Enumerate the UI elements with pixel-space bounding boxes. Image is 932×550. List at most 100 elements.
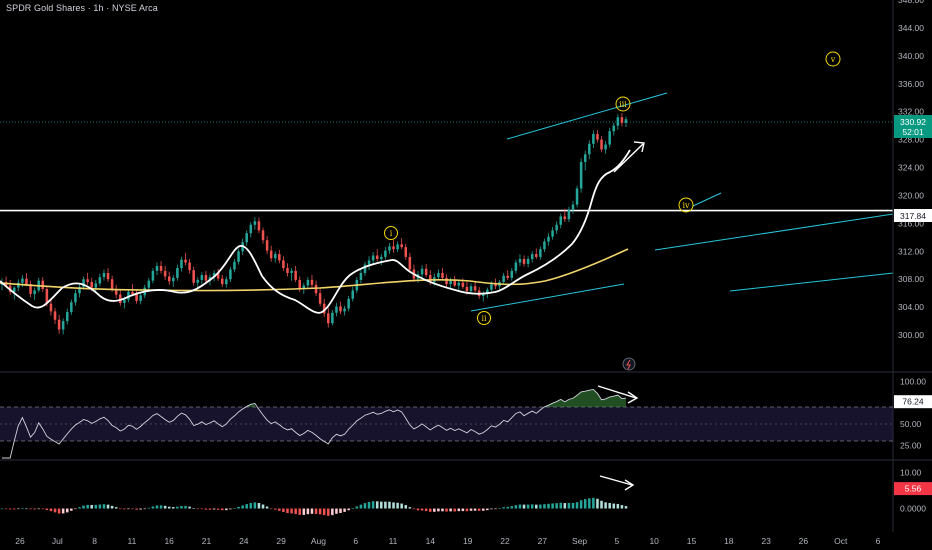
candle (216, 268, 220, 281)
histogram-bar (21, 508, 24, 510)
candle (335, 302, 338, 317)
histogram-bar (347, 508, 350, 511)
histogram-bar (371, 501, 375, 509)
histogram-bar (608, 503, 611, 509)
candle (53, 307, 57, 324)
histogram-bar (359, 504, 363, 509)
histogram-bar (265, 506, 269, 509)
candle (233, 259, 236, 273)
candle (245, 230, 248, 246)
candle (543, 238, 546, 253)
time-tick-label: 27 (538, 536, 548, 546)
candle (559, 213, 563, 229)
candle (41, 277, 45, 292)
histogram-bar (604, 502, 607, 509)
histogram-bar (624, 506, 628, 509)
candle (620, 113, 624, 127)
time-tick-label: 5 (615, 536, 620, 546)
histogram-bar (273, 508, 277, 510)
histogram-bar (331, 508, 334, 516)
candle (286, 263, 289, 277)
histogram-bar (0, 508, 4, 510)
histogram-bar (278, 508, 281, 511)
histogram-bar (25, 508, 28, 510)
histogram-bar (241, 505, 244, 509)
candle (249, 222, 253, 238)
histogram-bar (37, 508, 40, 510)
candle (327, 307, 330, 328)
histogram-bar (216, 508, 220, 510)
histogram-bar (477, 508, 481, 511)
candle (469, 283, 473, 294)
price-tick-label: 328.00 (898, 135, 924, 145)
trend-arrow-price (613, 141, 645, 173)
histogram-bar (229, 508, 232, 510)
histogram-bar (294, 508, 297, 515)
candle (424, 263, 428, 278)
candle (74, 289, 77, 306)
time-tick-label: 22 (500, 536, 510, 546)
slow-moving-average-line (0, 248, 629, 292)
histogram-bar (131, 508, 134, 510)
histogram-bar (249, 502, 253, 509)
trendlines[interactable] (470, 92, 894, 312)
candle (282, 256, 285, 271)
histogram-bar (322, 508, 326, 516)
histogram-bar (490, 508, 493, 510)
histogram-bar (441, 508, 444, 512)
oscillator-overbought-fill (246, 389, 626, 407)
candle (57, 314, 61, 334)
histogram-bar (392, 502, 395, 509)
histogram-bar (486, 508, 489, 511)
candle (551, 226, 554, 240)
histogram-bar (449, 508, 452, 512)
oscillator-tick-label: 100.00 (900, 377, 926, 387)
candle (188, 259, 191, 274)
candle (25, 272, 28, 287)
histogram-bar (494, 508, 497, 510)
candle (159, 261, 163, 274)
candle (318, 289, 322, 307)
histogram-bar (465, 508, 469, 512)
svg-text:v: v (830, 55, 836, 64)
histogram-bar (473, 508, 477, 511)
histogram-bar (155, 505, 159, 509)
histogram-bar (212, 508, 216, 510)
lightning-event-icon[interactable] (622, 357, 636, 371)
candle (380, 254, 383, 266)
candle (29, 280, 32, 298)
histogram-bar (298, 508, 301, 515)
svg-text:iv: iv (682, 201, 690, 210)
candle (453, 275, 456, 287)
histogram-bar (412, 508, 416, 510)
histogram-bar (445, 508, 448, 512)
histogram-bar (437, 508, 440, 512)
histogram-bar (269, 508, 273, 510)
time-tick-label: 6 (876, 536, 881, 546)
histogram-bar (547, 503, 550, 509)
candle (102, 269, 106, 281)
channel-lower-line (470, 283, 625, 312)
candle (441, 268, 444, 280)
price-tick-label: 340.00 (898, 51, 924, 61)
candle (404, 243, 408, 260)
time-tick-label: 19 (463, 536, 473, 546)
candle (592, 130, 595, 148)
histogram-bar (163, 505, 167, 509)
histogram-bar (514, 505, 518, 509)
candle (269, 245, 273, 262)
time-axis[interactable]: 26 Jul 8 11 16 21 24 29 Aug 6 11 14 19 22 27 Sep 5 10 15 18… (15, 536, 880, 546)
histogram-bar (94, 504, 98, 509)
price-tick-label: 348.00 (898, 0, 924, 5)
candle (278, 249, 281, 264)
histogram-bar (176, 506, 179, 509)
histogram-bar (139, 508, 142, 510)
candle (204, 270, 208, 284)
histogram-bar (204, 508, 208, 510)
histogram-bar (551, 503, 554, 509)
wave-label-ii: ii (477, 311, 491, 325)
price-axis[interactable]: 300.00 304.00 308.00 312.00 316.00 320.00 324.… (898, 0, 926, 514)
candle (114, 284, 118, 299)
candle (514, 259, 518, 274)
